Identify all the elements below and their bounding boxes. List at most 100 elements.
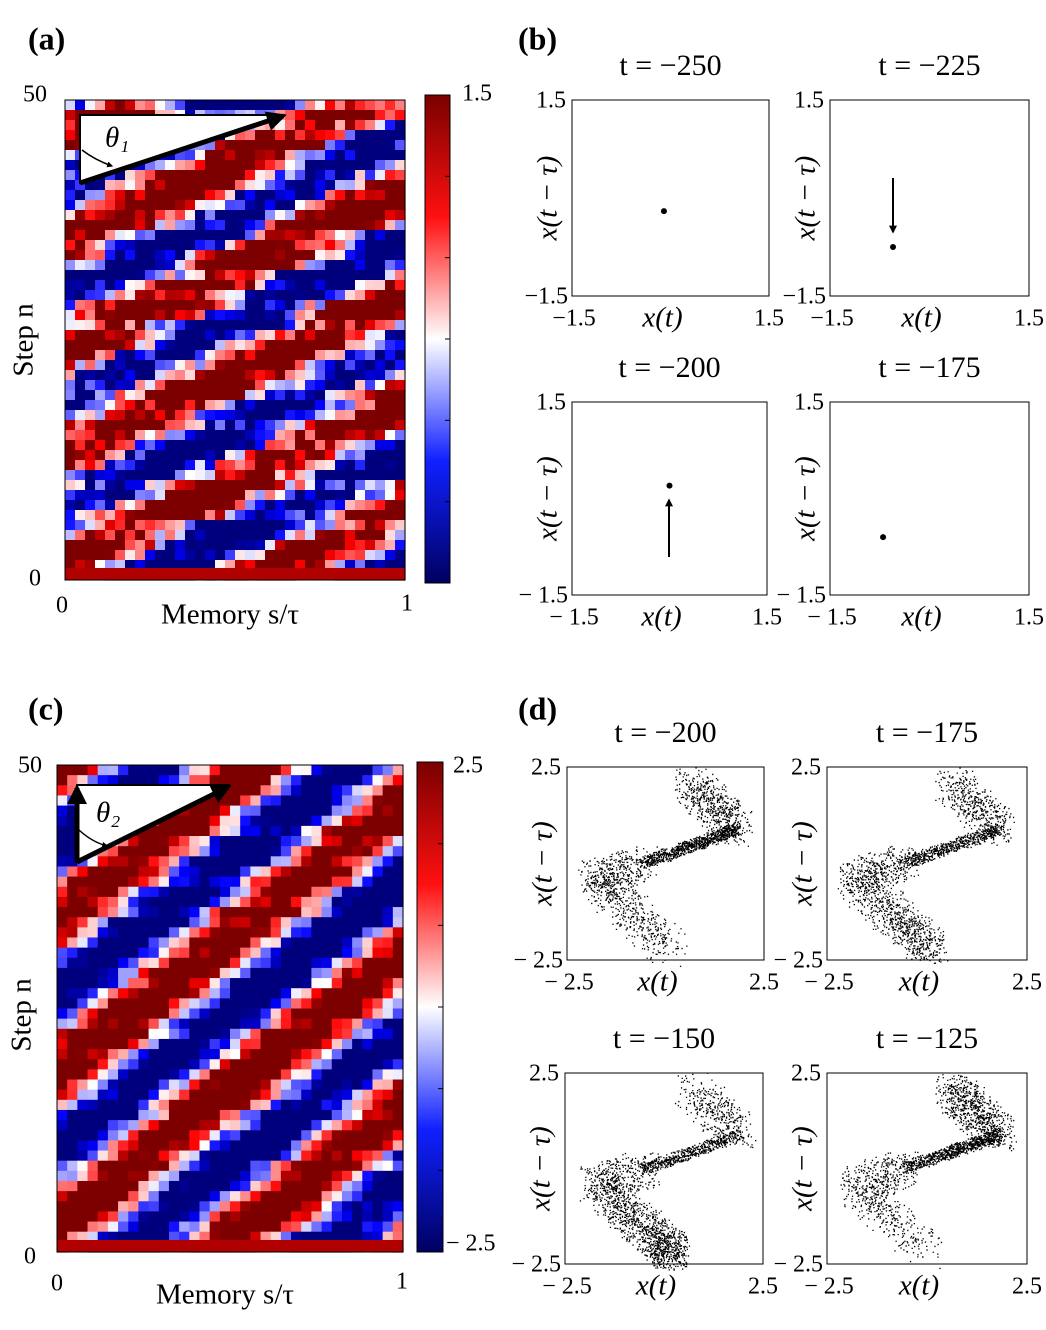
heatmap-cell [65, 330, 76, 341]
heatmap-cell [265, 360, 276, 371]
heatmap-cell [235, 410, 246, 421]
heatmap-cell [240, 1109, 251, 1121]
heatmap-cell [355, 340, 366, 351]
heatmap-cell [105, 210, 116, 221]
heatmap-cell [105, 220, 116, 231]
heatmap-cell [118, 1130, 129, 1141]
heatmap-cell [235, 540, 246, 551]
heatmap-cell [189, 1180, 201, 1192]
heatmap-cell [245, 140, 256, 151]
heatmap-cell [168, 846, 180, 857]
text: (b) [518, 20, 557, 56]
heatmap-cell [219, 978, 231, 989]
heatmap-cell [315, 560, 326, 571]
heatmap-cell [125, 430, 136, 441]
heatmap-cell [321, 1079, 333, 1091]
heatmap-cell [230, 1120, 241, 1131]
heatmap-cell [95, 250, 106, 261]
heatmap-cell [215, 380, 226, 391]
heatmap-cell [128, 1079, 140, 1091]
heatmap-cell [97, 1120, 109, 1131]
heatmap-cell [352, 856, 363, 868]
heatmap-cell [270, 937, 282, 949]
heatmap-cell [179, 1038, 190, 1050]
heatmap-cell [325, 180, 336, 191]
heatmap-cell [165, 360, 176, 371]
heatmap-cell [255, 140, 266, 151]
heatmap-cell [105, 310, 116, 321]
heatmap-cell [295, 520, 306, 531]
heatmap-cell [341, 1089, 353, 1101]
text: 2.5 [749, 970, 779, 996]
heatmap-cell [365, 500, 376, 511]
heatmap-cell [135, 360, 146, 371]
heatmap-cell [67, 1099, 78, 1111]
heatmap-cell [240, 1069, 251, 1081]
heatmap-cell [219, 1120, 231, 1131]
heatmap-cell [265, 320, 276, 331]
heatmap-cell [179, 1089, 190, 1101]
heatmap-cell [315, 240, 326, 251]
heatmap-cell [118, 998, 129, 1010]
heatmap-cell [199, 1170, 211, 1182]
heatmap-cell [362, 967, 374, 979]
heatmap-cell [57, 1028, 68, 1040]
heatmap-cell [270, 1018, 282, 1030]
heatmap-cell [362, 1211, 374, 1223]
heatmap-cell [65, 160, 76, 171]
heatmap-cell [77, 907, 89, 918]
heatmap-cell [250, 775, 262, 786]
heatmap-cell [372, 1140, 384, 1152]
heatmap-cell [235, 460, 246, 471]
heatmap-cell [230, 785, 241, 797]
heatmap-cell [265, 510, 276, 521]
heatmap-cell [382, 1140, 394, 1152]
heatmap-cell [105, 460, 116, 471]
heatmap-cell [372, 967, 384, 979]
heatmap-cell [352, 1120, 363, 1131]
heatmap-cell [355, 190, 366, 201]
heatmap-cell [235, 530, 246, 541]
heatmap-cell [385, 320, 396, 331]
heatmap-cell [75, 480, 86, 491]
heatmap-cell [105, 470, 116, 481]
heatmap-cell [362, 1221, 374, 1233]
heatmap-cell [305, 410, 316, 421]
heatmap-cell [138, 1109, 150, 1121]
heatmap-cell [179, 1150, 190, 1162]
heatmap-cell [85, 390, 96, 401]
heatmap-cell [325, 550, 336, 561]
heatmap-cell [215, 150, 226, 161]
heatmap-cell [331, 1099, 343, 1111]
heatmap-cell [392, 937, 404, 949]
heatmap-cell [77, 1120, 89, 1131]
heatmap-cell [285, 280, 296, 291]
heatmap-cell [275, 340, 286, 351]
heatmap-cell [97, 896, 109, 908]
heatmap-cell [77, 775, 89, 786]
heatmap-cell [148, 1140, 160, 1152]
heatmap-cell [179, 1130, 190, 1141]
heatmap-cell [385, 460, 396, 471]
heatmap-cell [179, 988, 190, 999]
heatmap-cell [335, 220, 346, 231]
heatmap-cell [335, 110, 346, 121]
heatmap-cell [291, 815, 302, 827]
heatmap-cell [301, 1109, 313, 1121]
heatmap-cell [260, 1089, 272, 1101]
heatmap-cell [345, 280, 356, 291]
heatmap-cell [395, 300, 406, 311]
heatmap-cell [85, 520, 96, 531]
text: x(t − τ) [790, 456, 822, 542]
heatmap-cell [168, 836, 180, 847]
heatmap-cell [189, 856, 201, 868]
heatmap-cell [128, 1018, 140, 1030]
heatmap-cell [175, 300, 186, 311]
heatmap-cell [275, 150, 286, 161]
heatmap-cell [372, 917, 384, 928]
heatmap-cell [335, 480, 346, 491]
heatmap-cell [315, 350, 326, 361]
heatmap-cell [352, 1180, 363, 1192]
heatmap-cell [365, 560, 376, 571]
heatmap-cell [205, 150, 216, 161]
